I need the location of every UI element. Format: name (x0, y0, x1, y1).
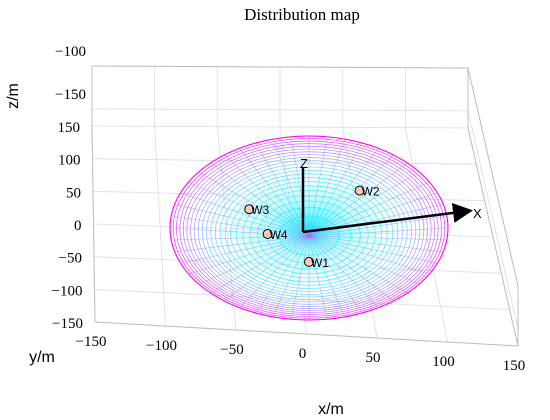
tick-labels: −150 −100 −50 0 50 100 150 −150 −100 −50 0 50 100 150… (52, 44, 526, 374)
surface-meridian (169, 227, 310, 237)
point-label-w4: W4 (270, 228, 288, 242)
y-tick-label: 100 (58, 153, 81, 169)
surface-rim (169, 135, 449, 321)
surface-meridian (308, 142, 363, 237)
box-edge (91, 65, 469, 69)
z-tick-label: −150 (55, 87, 86, 103)
surface-meridian (255, 235, 310, 314)
surface-meridian (308, 235, 408, 294)
surface-meridian (308, 148, 379, 237)
box-edge (467, 67, 519, 287)
surface-meridian (171, 215, 310, 237)
x-tick-label: 0 (299, 346, 307, 362)
surface-meridian (188, 235, 310, 275)
x-tick-label: −100 (146, 338, 177, 354)
local-x-arrow (302, 202, 473, 234)
surface-meridian (224, 154, 310, 237)
surface-meridian (308, 215, 447, 237)
local-axes: XZ (300, 156, 482, 234)
surface-meridian (308, 154, 394, 237)
surface-meridian (308, 235, 363, 314)
point-label-w2: W2 (362, 185, 380, 199)
x-axis-line (94, 321, 519, 347)
point-marker-w4 (262, 229, 273, 239)
surface-meridian (174, 235, 310, 253)
y-tick-label: 50 (66, 185, 81, 201)
x-tick-label: 100 (432, 354, 455, 370)
grid-line-z (467, 110, 519, 329)
surface-meridian (308, 235, 328, 320)
x-tick-label: −150 (76, 334, 107, 350)
surface-meridian (224, 235, 310, 302)
y-tick-label: 150 (58, 120, 81, 136)
surface-meridian (308, 171, 420, 237)
y-tick-label: −100 (52, 283, 83, 299)
surface-meridian (290, 235, 310, 320)
surface-meridian (198, 171, 310, 237)
surface-meridian (308, 203, 444, 237)
point-marker-w1 (304, 256, 314, 267)
surface-meridian (272, 235, 310, 317)
y-axis-line (91, 125, 96, 323)
grid-line-z (91, 108, 469, 112)
surface-meridian (210, 162, 310, 237)
point-label-w3: W3 (251, 203, 269, 217)
surface-meridian (308, 235, 430, 275)
surface-meridian (308, 235, 444, 253)
surface-meridian (308, 227, 449, 237)
surface-meridian (308, 162, 408, 237)
surface-meridian (308, 235, 438, 264)
surface-meridian (308, 136, 328, 237)
z-tick-label: −100 (55, 44, 86, 60)
x-tick-label: −50 (220, 342, 243, 358)
surface-meridian (290, 136, 310, 237)
chart-title: Distribution map (244, 5, 360, 24)
surface-meridian (308, 235, 394, 302)
y-tick-label: −50 (59, 251, 82, 267)
surface-meridian (308, 181, 430, 237)
surface-meridian (308, 235, 379, 308)
y-tick-label: −150 (52, 316, 83, 332)
local-x-label: X (473, 206, 482, 221)
surface-meridian (308, 235, 346, 317)
surface-meridian (239, 148, 310, 237)
y-axis-label: y/m (29, 349, 55, 366)
surface-meridian (198, 235, 310, 285)
surface-meridian (174, 203, 310, 237)
surface-meridian (210, 235, 310, 294)
surface-meridian (180, 192, 310, 237)
surface-meridian (180, 235, 310, 264)
grid-line-y (91, 125, 469, 129)
x-tick-label: 50 (366, 350, 381, 366)
surface-meridian (308, 139, 346, 237)
surface-meridian (239, 235, 310, 308)
x-tick-label: 150 (503, 358, 526, 374)
point-marker-w3 (244, 204, 255, 215)
x-axis-label: x/m (318, 401, 344, 418)
surface-meridian (255, 142, 310, 237)
box-edge (467, 127, 519, 347)
surface-meridian (308, 235, 420, 285)
point-label-w1: W1 (311, 256, 329, 270)
local-z-label: Z (300, 156, 308, 171)
z-axis-label: z/m (5, 83, 22, 109)
y-tick-label: 0 (74, 218, 82, 234)
surface-meridian (308, 235, 447, 241)
bowl-surface (169, 135, 449, 321)
point-marker-w2 (354, 185, 365, 196)
axes-box (91, 65, 519, 347)
surface-meridian (171, 235, 310, 241)
